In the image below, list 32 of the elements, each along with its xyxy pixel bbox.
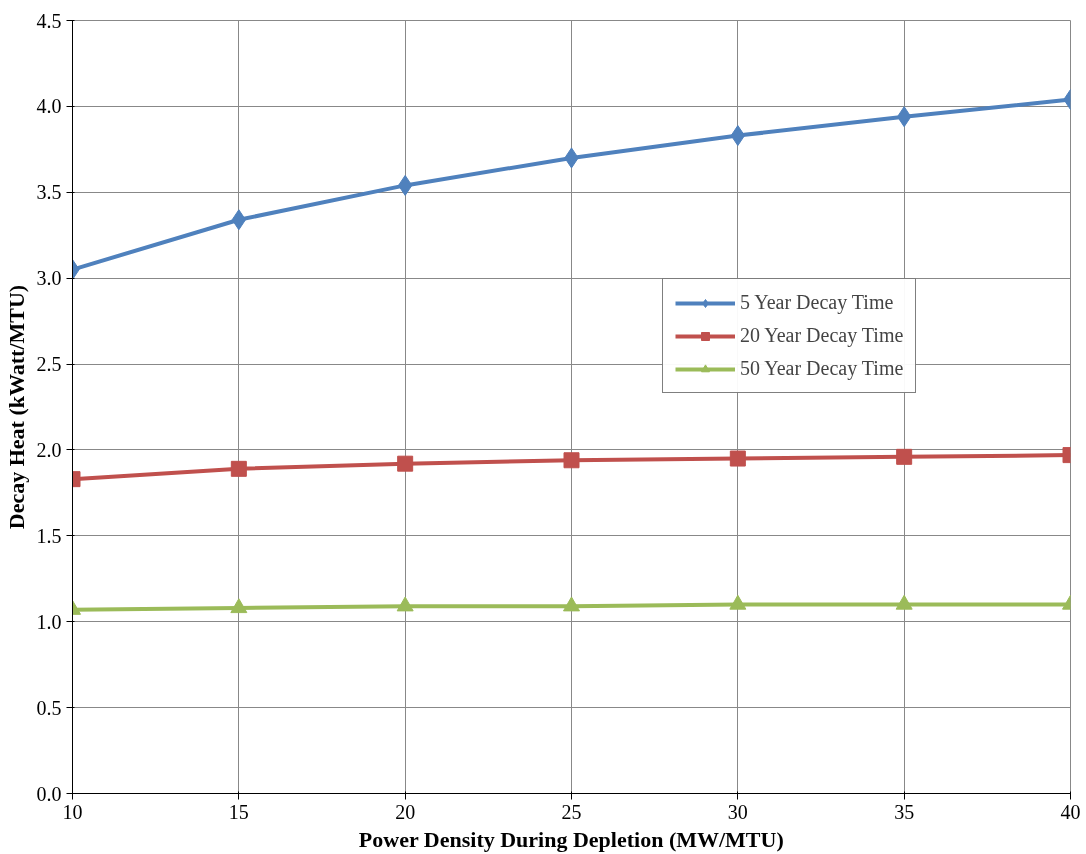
y-tick-label: 2.0 bbox=[36, 438, 62, 461]
x-tick-label: 15 bbox=[228, 800, 249, 823]
x-tick-label: 10 bbox=[62, 800, 83, 823]
y-tick-label: 0.0 bbox=[36, 782, 62, 805]
point bbox=[230, 460, 247, 477]
point bbox=[896, 448, 913, 465]
y-tick-label: 2.5 bbox=[36, 353, 62, 376]
x-tick-label: 20 bbox=[395, 800, 416, 823]
point bbox=[396, 596, 414, 612]
point bbox=[230, 598, 248, 614]
y-tick-label: 1.5 bbox=[36, 524, 62, 547]
point bbox=[563, 596, 580, 612]
x-tick-label: 30 bbox=[727, 800, 748, 823]
legend-label: 50 Year Decay Time bbox=[740, 357, 904, 380]
y-tick-label: 0.5 bbox=[36, 696, 62, 719]
y-tick-label: 3.5 bbox=[36, 181, 62, 204]
point bbox=[729, 594, 747, 610]
x-tick-label: 25 bbox=[561, 800, 582, 823]
x-tick-label: 35 bbox=[894, 800, 915, 823]
y-tick-label: 1.0 bbox=[36, 610, 62, 633]
point bbox=[729, 450, 746, 467]
x-tick-label: 40 bbox=[1060, 800, 1081, 823]
point bbox=[895, 594, 913, 610]
y-tick-label: 3.0 bbox=[36, 267, 62, 290]
point bbox=[563, 452, 580, 469]
legend-label: 20 Year Decay Time bbox=[740, 324, 904, 347]
x-axis-title: Power Density During Depletion (MW/MTU) bbox=[358, 826, 784, 852]
y-axis-title: Decay Heat (kWatt/MTU) bbox=[3, 284, 29, 530]
point bbox=[397, 455, 414, 472]
y-tick-label: 4.0 bbox=[36, 95, 62, 118]
y-tick-label: 4.5 bbox=[36, 9, 62, 32]
legend-label: 5 Year Decay Time bbox=[740, 291, 894, 314]
